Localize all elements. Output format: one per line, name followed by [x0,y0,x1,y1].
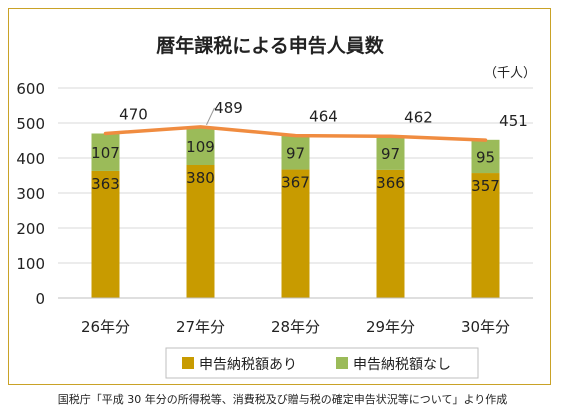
legend-label: 申告納税額あり [199,357,297,373]
leader-line [206,107,215,126]
data-label: 380 [186,169,215,187]
x-tick-label: 27年分 [176,318,225,336]
bar-segment [471,139,500,174]
bar-segment [376,135,405,170]
chart-title: 暦年課税による申告人員数 [156,34,384,57]
data-label: 357 [471,177,500,195]
bar-segment [91,170,120,298]
legend-swatch [336,357,348,369]
bar-segment [376,169,405,298]
y-tick-label: 600 [16,80,45,98]
legend-label: 申告納税額なし [353,357,451,373]
total-label: 464 [309,108,338,126]
source-note: 国税庁「平成 30 年分の所得税等、消費税及び贈与税の確定申告状況等について」よ… [57,393,508,406]
total-label: 470 [119,106,148,124]
data-label: 95 [476,148,495,166]
total-line [103,125,488,142]
y-tick-label: 400 [16,150,45,168]
y-tick-label: 100 [16,255,45,273]
data-label: 109 [186,138,215,156]
bar-segment [91,133,120,171]
y-tick-label: 200 [16,220,45,238]
total-label: 462 [404,108,433,126]
legend-box [165,347,479,379]
data-label: 97 [381,145,400,163]
data-label: 97 [286,145,305,163]
data-label: 367 [281,174,310,192]
y-tick-label: 500 [16,115,45,133]
x-tick-label: 26年分 [81,318,130,336]
bar-segment [186,165,215,298]
legend-swatch [182,357,194,369]
data-label: 366 [376,174,405,192]
bar-segment [281,135,310,170]
y-tick-label: 0 [35,290,45,308]
bar-segment [471,173,500,298]
x-tick-label: 30年分 [461,318,510,336]
total-label: 451 [499,112,528,130]
x-tick-label: 29年分 [366,318,415,336]
total-label: 489 [214,99,243,117]
bar-segment [186,126,215,165]
data-label: 363 [91,175,120,193]
data-label: 107 [91,144,120,162]
y-tick-label: 300 [16,185,45,203]
bar-segment [281,169,310,298]
unit-label: （千人） [484,66,536,81]
x-tick-label: 28年分 [271,318,320,336]
